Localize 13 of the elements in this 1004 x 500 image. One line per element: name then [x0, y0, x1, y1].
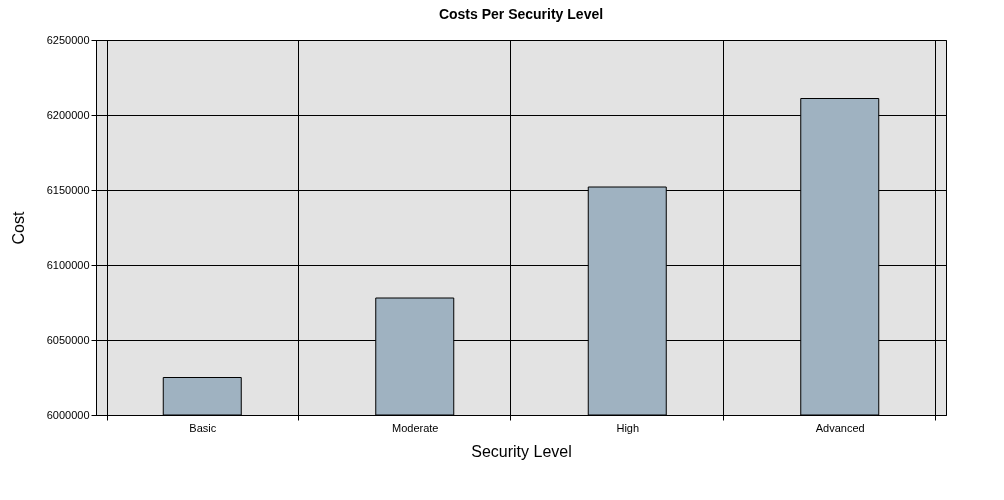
y-tick-label: 6200000 [46, 108, 90, 121]
y-tick-label: 6000000 [46, 408, 90, 421]
x-tick-label: Basic [189, 421, 217, 434]
chart-title: Costs Per Security Level [438, 6, 604, 22]
y-axis-title: Cost [9, 211, 27, 245]
y-tick-label: 6050000 [46, 333, 90, 346]
x-tick-label: High [616, 421, 640, 434]
y-tick-label: 6150000 [46, 183, 90, 196]
x-tick-label: Moderate [392, 421, 439, 434]
x-tick-label: Advanced [815, 421, 865, 434]
x-axis-title: Security Level [471, 442, 572, 460]
y-tick-label: 6250000 [46, 33, 90, 46]
y-tick-label: 6100000 [46, 258, 90, 271]
